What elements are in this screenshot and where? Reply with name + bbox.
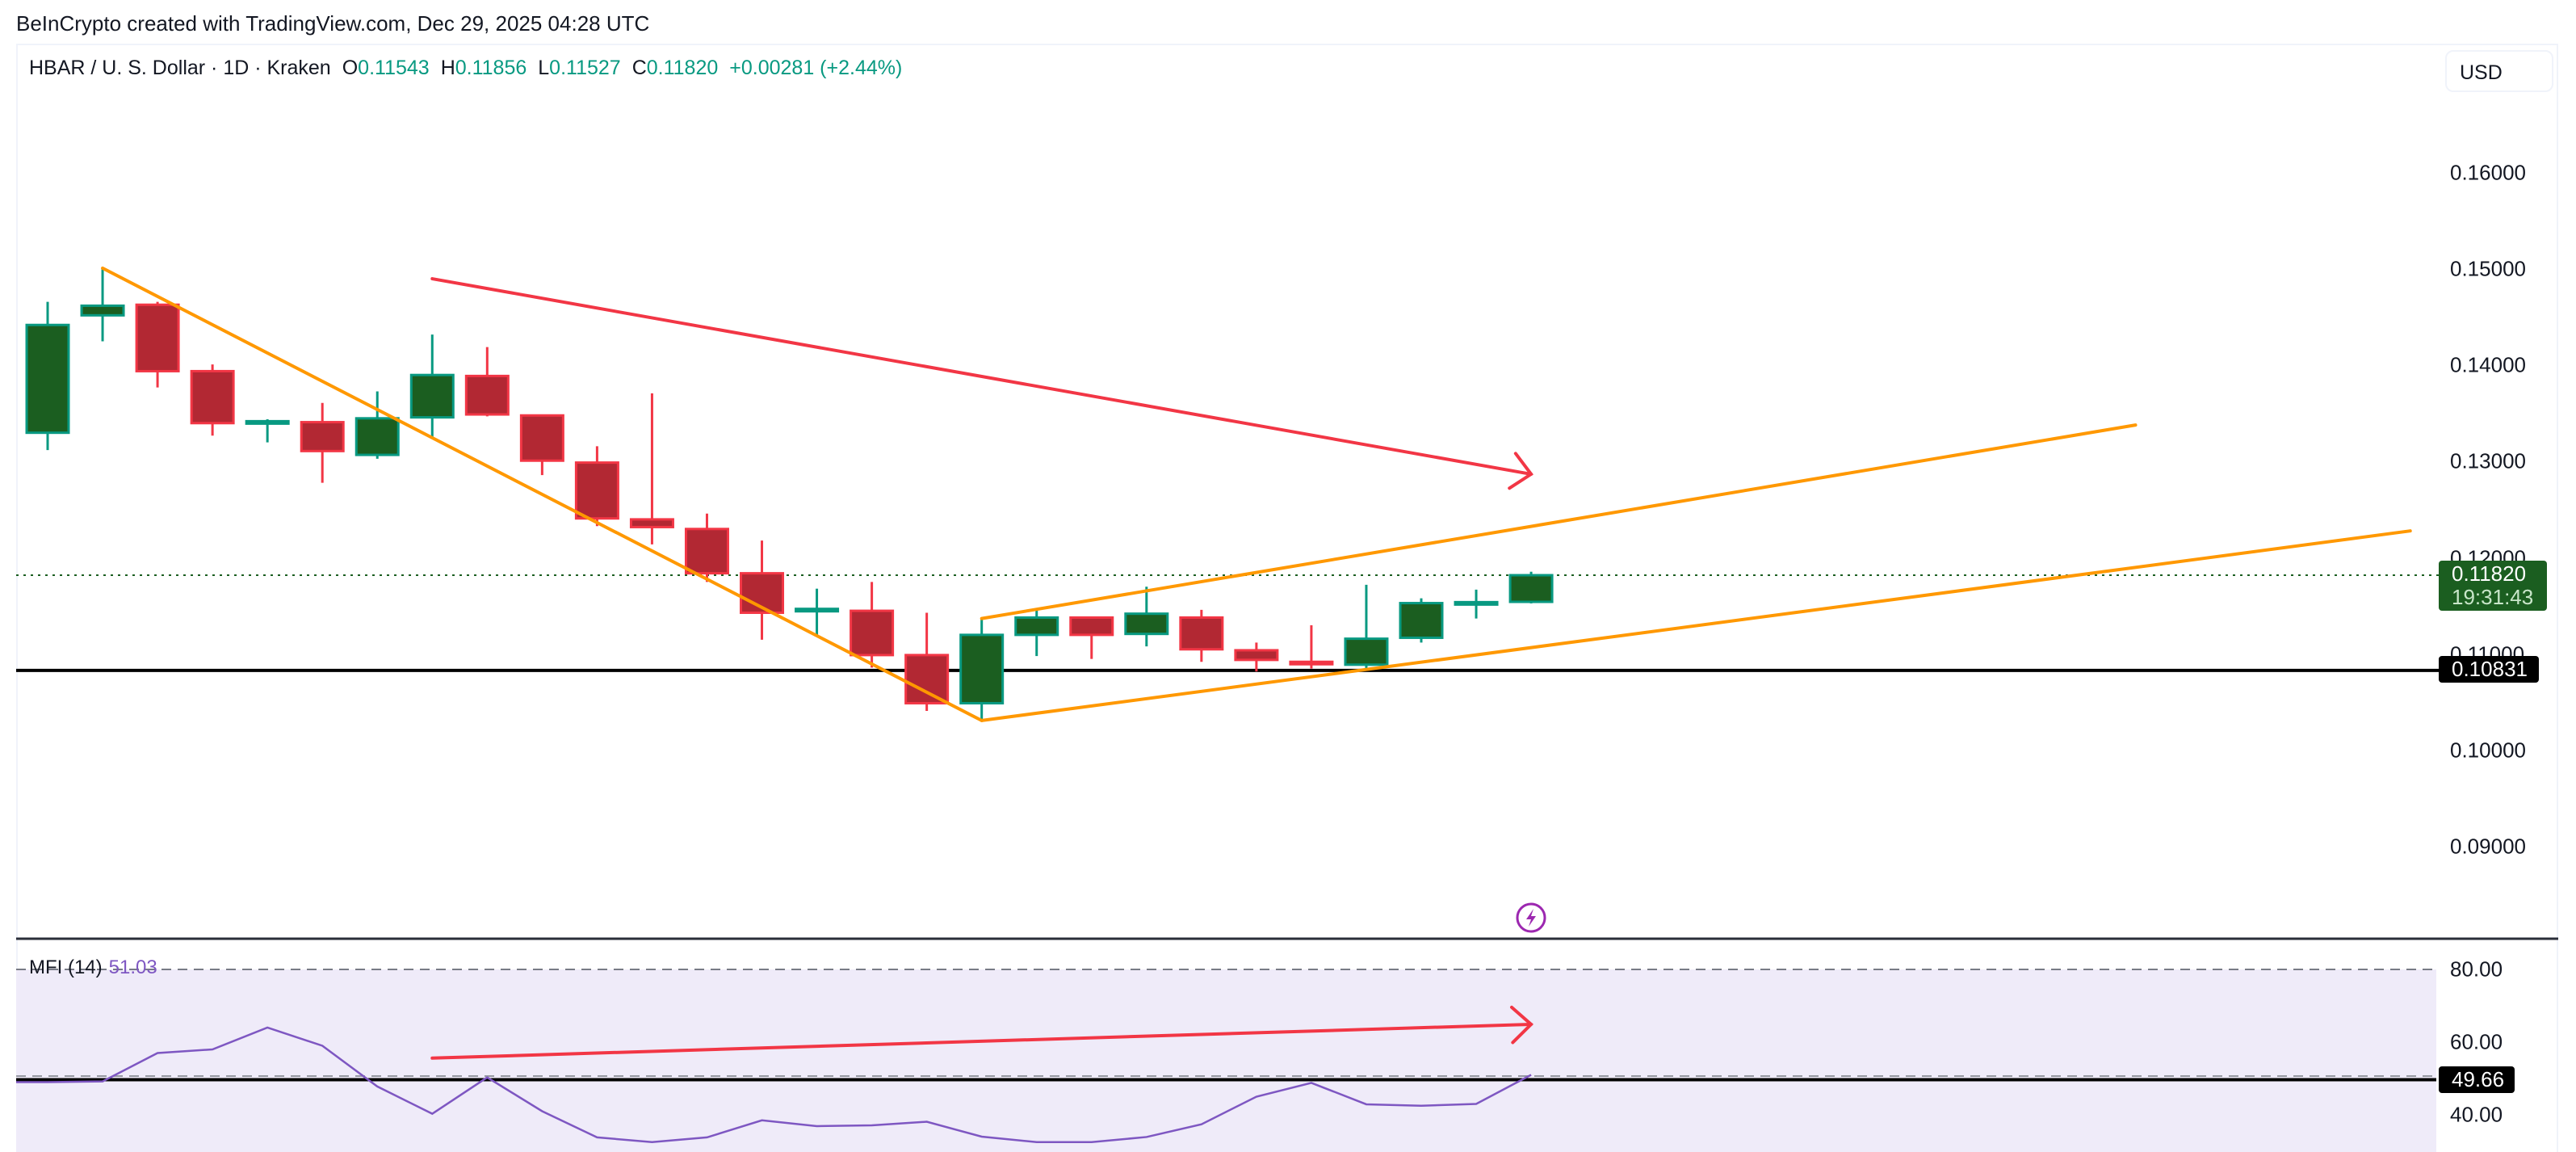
support-price-tag: 0.10831 xyxy=(2439,656,2539,683)
open-value: 0.11543 xyxy=(358,57,430,79)
bearish-candle[interactable] xyxy=(464,347,510,417)
trendline-price-lower-highs-arrow xyxy=(430,277,1533,476)
mfi-tick-label: 80.00 xyxy=(2450,956,2503,982)
price-tick-label: 0.10000 xyxy=(2450,738,2526,763)
last-price-tag: 0.11820 19:31:43 xyxy=(2439,561,2547,611)
bullish-candle[interactable] xyxy=(1344,584,1389,669)
mfi-title: MFI (14) xyxy=(29,956,103,978)
arrow-head-icon xyxy=(1510,1005,1534,1045)
bearish-candle[interactable] xyxy=(574,446,619,527)
close-label: C xyxy=(631,57,647,79)
mfi-tick-label: 40.00 xyxy=(2450,1102,2503,1127)
bar-countdown: 19:31:43 xyxy=(2452,585,2534,609)
bullish-candle[interactable] xyxy=(959,618,1005,721)
price-tick-label: 0.16000 xyxy=(2450,160,2526,185)
mfi-divergence-arrow xyxy=(430,1022,1533,1060)
price-tick-label: 0.09000 xyxy=(2450,834,2526,859)
low-value: 0.11527 xyxy=(549,57,621,79)
bullish-candle[interactable] xyxy=(245,418,290,443)
bullish-candle[interactable] xyxy=(355,391,400,459)
bearish-candle[interactable] xyxy=(684,513,729,582)
trendline-channel-lower xyxy=(980,529,2412,722)
symbol-legend: HBAR / U. S. Dollar · 1D · Kraken O 0.115… xyxy=(29,57,902,80)
bullish-candle[interactable] xyxy=(80,267,125,342)
mfi-level-tag: 49.66 xyxy=(2439,1066,2515,1093)
bullish-candle[interactable] xyxy=(1454,589,1499,619)
attribution-text: BeInCrypto created with TradingView.com,… xyxy=(16,11,650,36)
bearish-candle[interactable] xyxy=(629,393,674,544)
bearish-candle[interactable] xyxy=(904,612,950,711)
close-value: 0.11820 xyxy=(646,57,719,79)
price-tick-label: 0.15000 xyxy=(2450,256,2526,281)
symbol-title[interactable]: HBAR / U. S. Dollar · 1D · Kraken xyxy=(29,57,331,79)
mfi-legend[interactable]: MFI (14) 51.03 xyxy=(29,956,157,979)
bearish-candle[interactable] xyxy=(740,540,785,640)
bearish-candle[interactable] xyxy=(850,582,895,668)
bearish-candle[interactable] xyxy=(190,364,235,436)
bullish-candle[interactable] xyxy=(1399,598,1444,643)
mfi-tick-label: 60.00 xyxy=(2450,1029,2503,1054)
bearish-candle[interactable] xyxy=(519,414,564,476)
last-price-value: 0.11820 xyxy=(2452,561,2527,586)
price-tick-label: 0.14000 xyxy=(2450,352,2526,377)
bearish-candle[interactable] xyxy=(1289,624,1334,669)
chart-frame xyxy=(16,44,2558,1152)
bearish-candle[interactable] xyxy=(1179,609,1224,662)
trendline-channel-upper xyxy=(980,423,2138,620)
bullish-candle[interactable] xyxy=(409,334,455,438)
open-label: O xyxy=(342,57,359,79)
bearish-candle[interactable] xyxy=(135,301,180,388)
trendline-descending xyxy=(101,266,984,722)
mfi-value: 51.03 xyxy=(108,956,157,978)
lightning-alert-icon[interactable] xyxy=(1515,902,1547,934)
bullish-candle[interactable] xyxy=(1508,571,1554,603)
change-value: +0.00281 (+2.44%) xyxy=(729,57,903,79)
bearish-candle[interactable] xyxy=(1234,642,1279,672)
low-label: L xyxy=(538,57,550,79)
bearish-candle[interactable] xyxy=(1069,616,1114,659)
currency-button[interactable]: USD xyxy=(2445,50,2553,92)
high-label: H xyxy=(440,57,455,79)
bullish-candle[interactable] xyxy=(795,588,840,635)
bullish-candle[interactable] xyxy=(1014,608,1059,657)
arrow-head-icon xyxy=(1508,452,1533,490)
mfi-band xyxy=(16,969,2436,1152)
mfi-line xyxy=(16,1026,1532,1144)
high-value: 0.11856 xyxy=(455,57,527,79)
bearish-candle[interactable] xyxy=(300,402,345,483)
bullish-candle[interactable] xyxy=(25,301,70,451)
price-tick-label: 0.13000 xyxy=(2450,448,2526,473)
bullish-candle[interactable] xyxy=(1124,587,1169,647)
